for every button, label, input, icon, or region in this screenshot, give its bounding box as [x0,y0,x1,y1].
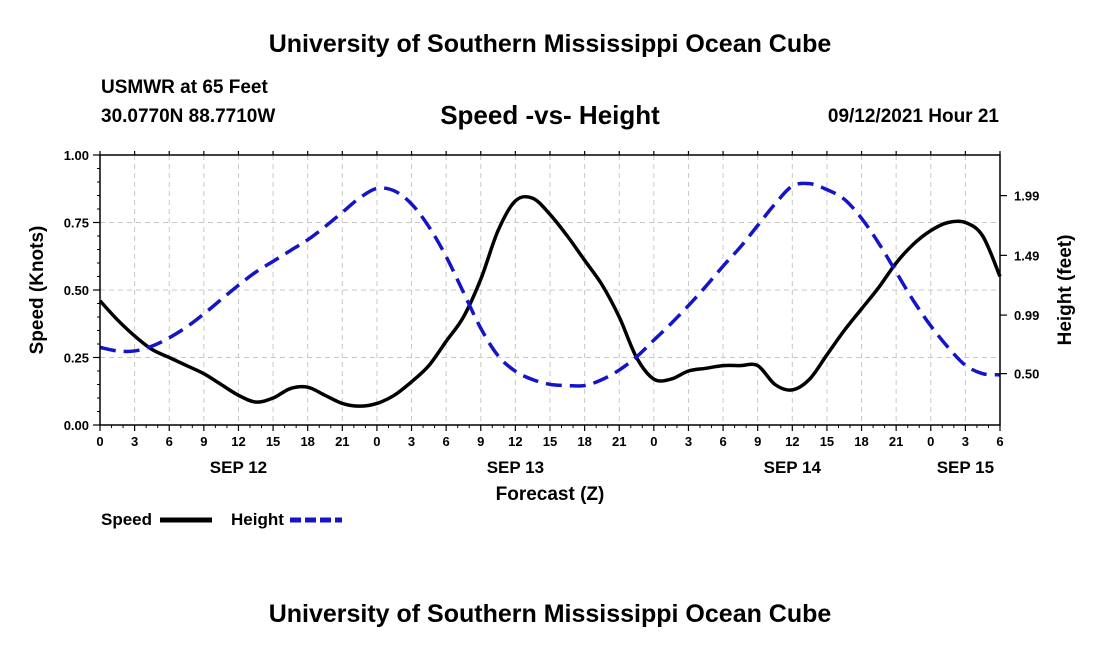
x-tick-label: 12 [508,434,522,449]
y2-axis-title: Height (feet) [1055,235,1076,346]
series-layer [98,181,1002,408]
axes: 0 3 6 9 12 15 18 21 0 3 6 9 12 15 18 21 0 3 6 9 12 15 18 21 0 3 6S… [64,148,1040,477]
day-label: SEP 15 [937,458,994,477]
x-tick-label: 18 [300,434,314,449]
legend-label-height: Height [231,510,284,529]
y-tick-label: 0.75 [64,216,89,231]
page-title: University of Southern Mississippi Ocean… [268,30,832,58]
legend-label-speed: Speed [101,510,152,529]
y2-tick-label: 0.99 [1014,308,1039,323]
x-tick-label: 0 [650,434,657,449]
x-tick-label: 6 [166,434,173,449]
x-tick-label: 21 [889,434,903,449]
x-tick-label: 12 [785,434,799,449]
footer-title: University of Southern Mississippi Ocean… [268,600,832,628]
x-tick-label: 3 [408,434,415,449]
x-tick-label: 9 [200,434,207,449]
x-tick-label: 15 [820,434,834,449]
series-line-speed [98,194,1002,408]
x-tick-label: 18 [577,434,591,449]
day-label: SEP 13 [487,458,544,477]
y2-tick-label: 1.99 [1014,189,1039,204]
x-tick-label: 3 [962,434,969,449]
legend: Speed Height [101,510,342,529]
x-axis-title: Forecast (Z) [496,484,605,505]
x-tick-label: 6 [996,434,1003,449]
y-axis-title: Speed (Knots) [27,226,48,355]
x-tick-label: 0 [373,434,380,449]
x-tick-label: 3 [685,434,692,449]
grid [100,155,1000,425]
day-label: SEP 14 [764,458,822,477]
x-tick-label: 21 [335,434,349,449]
x-tick-label: 6 [719,434,726,449]
x-tick-label: 0 [927,434,934,449]
x-tick-label: 18 [854,434,868,449]
y2-tick-label: 0.50 [1014,367,1039,382]
x-tick-label: 3 [131,434,138,449]
station-coordinates: 30.0770N 88.7710W [101,106,276,127]
chart-title: Speed -vs- Height [440,100,660,130]
y-tick-label: 0.00 [64,418,89,433]
y2-tick-label: 1.49 [1014,248,1039,263]
x-tick-label: 21 [612,434,626,449]
x-tick-label: 0 [96,434,103,449]
y-tick-label: 0.50 [64,283,89,298]
station-name: USMWR at 65 Feet [101,77,268,98]
x-tick-label: 9 [477,434,484,449]
x-tick-label: 9 [754,434,761,449]
run-time: 09/12/2021 Hour 21 [827,106,999,127]
y-tick-label: 0.25 [64,351,89,366]
x-tick-label: 15 [543,434,557,449]
day-label: SEP 12 [210,458,267,477]
y-tick-label: 1.00 [64,148,89,163]
x-tick-label: 6 [443,434,450,449]
series-line-height [99,181,1001,388]
x-tick-label: 12 [231,434,245,449]
x-tick-label: 15 [266,434,280,449]
